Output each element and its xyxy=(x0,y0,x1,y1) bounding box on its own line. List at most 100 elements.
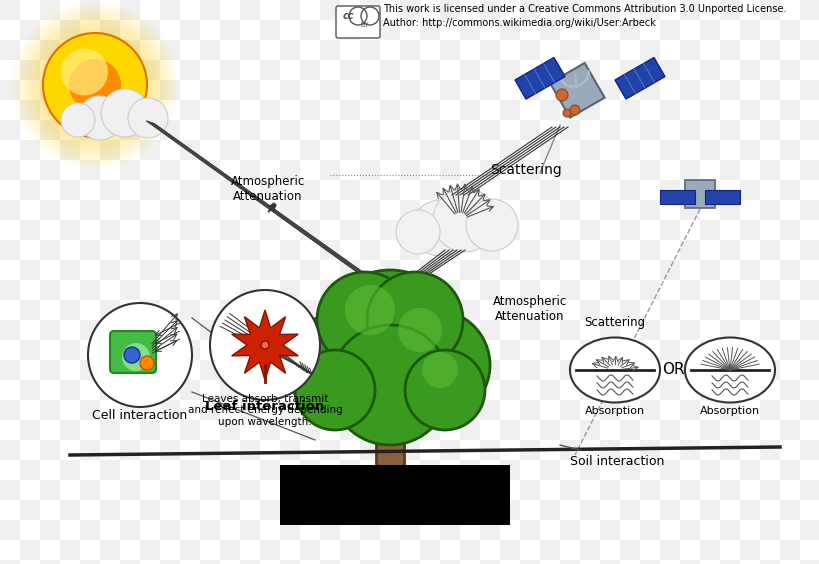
Circle shape xyxy=(379,310,490,420)
Bar xyxy=(500,220,519,240)
Ellipse shape xyxy=(684,337,774,403)
Bar xyxy=(659,180,679,200)
Bar xyxy=(600,280,619,300)
Bar xyxy=(619,140,639,160)
Bar xyxy=(60,420,80,440)
Bar xyxy=(459,220,479,240)
Bar xyxy=(160,80,180,100)
Bar xyxy=(679,560,699,564)
Bar xyxy=(459,460,479,480)
Bar xyxy=(559,160,579,180)
Bar xyxy=(80,560,100,564)
Bar xyxy=(719,520,739,540)
Circle shape xyxy=(555,89,568,101)
Bar xyxy=(140,260,160,280)
Bar xyxy=(639,480,659,500)
Bar xyxy=(659,60,679,80)
Bar xyxy=(739,420,759,440)
Bar xyxy=(559,0,579,20)
Bar xyxy=(20,500,40,520)
Bar xyxy=(779,20,799,40)
Bar xyxy=(559,400,579,420)
Bar xyxy=(559,560,579,564)
Bar xyxy=(140,300,160,320)
Bar xyxy=(140,220,160,240)
Bar xyxy=(619,460,639,480)
Bar xyxy=(160,560,180,564)
Bar xyxy=(60,260,80,280)
Circle shape xyxy=(61,103,95,137)
FancyBboxPatch shape xyxy=(336,6,379,38)
Bar xyxy=(479,120,500,140)
Bar xyxy=(360,560,379,564)
Bar xyxy=(699,20,719,40)
Bar xyxy=(40,440,60,460)
Bar xyxy=(419,500,440,520)
Bar xyxy=(120,120,140,140)
Bar xyxy=(279,160,300,180)
Bar xyxy=(719,0,739,20)
Bar xyxy=(719,200,739,220)
Bar xyxy=(759,360,779,380)
Bar xyxy=(279,440,300,460)
Bar xyxy=(600,360,619,380)
Bar xyxy=(419,20,440,40)
Bar xyxy=(0,160,20,180)
Bar xyxy=(379,20,400,40)
Bar xyxy=(519,360,540,380)
Circle shape xyxy=(88,303,192,407)
Bar xyxy=(180,140,200,160)
Bar xyxy=(759,520,779,540)
Bar xyxy=(100,300,120,320)
Text: OR: OR xyxy=(661,363,684,377)
Bar xyxy=(500,540,519,560)
Bar xyxy=(219,460,240,480)
Circle shape xyxy=(62,52,127,117)
Bar xyxy=(340,460,360,480)
Bar xyxy=(400,240,419,260)
Bar xyxy=(80,240,100,260)
Bar xyxy=(200,0,219,20)
Bar xyxy=(240,560,260,564)
Bar xyxy=(240,520,260,540)
Circle shape xyxy=(71,61,119,109)
Bar xyxy=(200,160,219,180)
Bar xyxy=(639,120,659,140)
Bar xyxy=(180,180,200,200)
Bar xyxy=(519,320,540,340)
Bar xyxy=(659,380,679,400)
Bar xyxy=(779,60,799,80)
Bar xyxy=(559,200,579,220)
Bar xyxy=(340,500,360,520)
Bar xyxy=(479,240,500,260)
Circle shape xyxy=(93,83,97,87)
Bar xyxy=(419,380,440,400)
Bar xyxy=(679,0,699,20)
Bar xyxy=(20,220,40,240)
Bar xyxy=(279,400,300,420)
Bar xyxy=(0,120,20,140)
Circle shape xyxy=(465,199,518,251)
Bar xyxy=(739,140,759,160)
Bar xyxy=(219,180,240,200)
Bar xyxy=(619,100,639,120)
Bar xyxy=(719,40,739,60)
Bar xyxy=(479,200,500,220)
Bar xyxy=(80,80,100,100)
Bar xyxy=(559,280,579,300)
Bar xyxy=(440,240,459,260)
Bar xyxy=(120,320,140,340)
Bar xyxy=(100,220,120,240)
Circle shape xyxy=(54,44,136,126)
Circle shape xyxy=(396,210,440,254)
Bar xyxy=(80,400,100,420)
Bar xyxy=(200,280,219,300)
Bar xyxy=(260,20,279,40)
Bar xyxy=(200,200,219,220)
Bar xyxy=(500,60,519,80)
Bar xyxy=(440,0,459,20)
Bar xyxy=(20,420,40,440)
Bar xyxy=(0,560,20,564)
Bar xyxy=(20,300,40,320)
Bar xyxy=(779,260,799,280)
